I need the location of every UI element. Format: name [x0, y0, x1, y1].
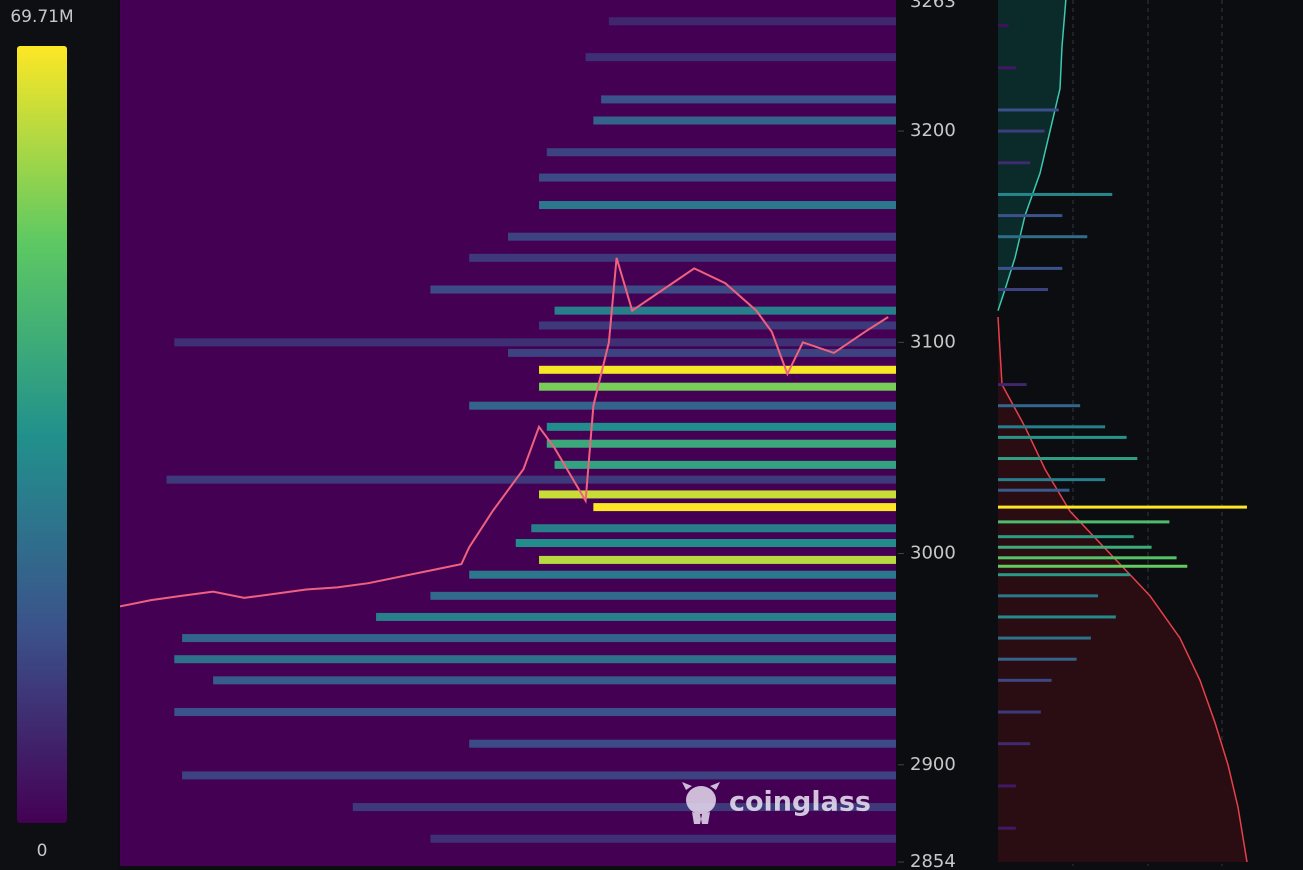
price-line: [120, 257, 889, 608]
liquidation-band: [376, 612, 896, 621]
liquidation-band: [585, 53, 896, 62]
liquidation-band: [213, 676, 896, 685]
profile-bar: [998, 214, 1063, 218]
profile-bar: [998, 505, 1247, 509]
profile-bar: [998, 192, 1113, 196]
profile-bar: [998, 161, 1031, 165]
heatmap-background: [120, 0, 896, 866]
profile-bar: [998, 435, 1127, 439]
profile-bar: [998, 488, 1070, 492]
liquidation-band: [554, 460, 896, 469]
liquidation-band: [546, 439, 896, 448]
profile-bar: [998, 478, 1106, 482]
liquidation-band: [174, 708, 896, 717]
liquidation-band: [515, 539, 896, 548]
watermark: coinglass: [682, 782, 871, 824]
profile-bar: [998, 404, 1081, 408]
profile-bar: [998, 556, 1177, 560]
profile-bar: [998, 425, 1106, 429]
profile-bar: [998, 678, 1052, 682]
liquidation-band: [469, 739, 896, 748]
liquidation-band: [554, 306, 896, 315]
profile-bar: [998, 594, 1098, 598]
liquidation-band: [608, 17, 896, 26]
y-axis: 2854 2900 3000 3100 3200 3263: [898, 0, 956, 870]
colorbar-max-label: 69.71M: [10, 7, 73, 27]
y-tick-label: 3263: [910, 0, 956, 12]
y-tick-label: 3100: [910, 331, 956, 352]
profile-bar: [998, 826, 1016, 830]
liquidation-band: [539, 321, 896, 330]
liquidation-band: [601, 95, 896, 104]
liquidation-band: [508, 348, 896, 357]
liquidation-band: [539, 173, 896, 182]
liquidation-band: [593, 116, 896, 125]
profile-bar: [998, 520, 1170, 524]
heatmap: [120, 17, 896, 843]
y-tick-label: 2900: [910, 754, 956, 775]
colorbar: [17, 46, 67, 823]
profile-bar: [998, 784, 1016, 788]
liquidation-band: [593, 503, 896, 512]
profile-bar: [998, 573, 1131, 577]
liquidation-band: [539, 555, 896, 564]
liquidation-band: [539, 201, 896, 210]
liquidation-band: [539, 490, 896, 499]
liquidation-band: [508, 232, 896, 241]
liquidation-band: [430, 591, 896, 600]
liquidation-band: [469, 570, 896, 579]
logo: [686, 786, 716, 814]
liquidation-band: [174, 655, 896, 664]
liquidation-band: [182, 771, 896, 780]
logo: [682, 782, 720, 824]
profile-bar: [998, 288, 1048, 292]
liquidation-band: [166, 475, 896, 484]
liquidation-band: [531, 524, 896, 533]
profile-bar: [998, 235, 1088, 239]
cumulative-area: [998, 0, 1066, 311]
cumulative-line: [997, 0, 1067, 311]
profile-bar: [998, 23, 1009, 27]
profile-bar: [998, 457, 1138, 461]
profile-bar: [998, 66, 1016, 70]
profile-bar: [998, 636, 1091, 640]
colorbar-min-label: 0: [37, 841, 48, 861]
liquidation-band: [182, 634, 896, 643]
y-tick-label: 3000: [910, 543, 956, 564]
watermark-text: coinglass: [729, 787, 871, 818]
profile-bar: [998, 383, 1027, 387]
profile-bar: [998, 129, 1045, 133]
liquidation-band: [469, 253, 896, 262]
profile-bar: [998, 545, 1152, 549]
liquidation-band: [352, 803, 896, 812]
profile-bar: [998, 266, 1063, 270]
liquidation-band: [546, 148, 896, 157]
liquidation-band: [546, 422, 896, 431]
profile-bar: [998, 710, 1041, 714]
liquidation-band: [174, 338, 896, 347]
liquidation-band: [539, 365, 896, 374]
profile-bar: [998, 657, 1077, 661]
liquidation-band: [539, 382, 896, 391]
liquidation-profile: [997, 0, 1248, 866]
profile-bar: [998, 564, 1188, 568]
profile-bar: [998, 615, 1116, 619]
profile-bar: [998, 742, 1031, 746]
liquidation-band: [430, 834, 896, 843]
profile-bar: [998, 535, 1134, 539]
cumulative-area: [998, 317, 1247, 862]
y-tick-label: 2854: [910, 851, 956, 870]
liquidation-band: [469, 401, 896, 410]
y-tick-label: 3200: [910, 120, 956, 141]
profile-bar: [998, 108, 1059, 112]
